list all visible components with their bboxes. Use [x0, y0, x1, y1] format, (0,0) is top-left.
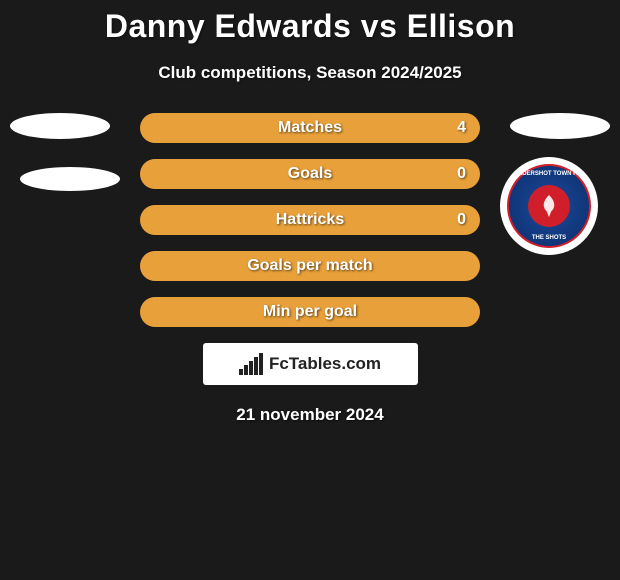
comparison-main: ALDERSHOT TOWN F.C. THE SHOTS Matches 4 Go…: [0, 113, 620, 425]
phoenix-icon: [528, 185, 570, 227]
stat-bar-label: Goals: [288, 165, 332, 183]
comparison-title: Danny Edwards vs Ellison: [0, 0, 620, 45]
club-badge-inner: ALDERSHOT TOWN F.C. THE SHOTS: [507, 164, 591, 248]
stat-bar-label: Matches: [278, 119, 342, 137]
stat-bar-value: 0: [457, 211, 466, 229]
stat-bar-value: 0: [457, 165, 466, 183]
club-badge-name-bottom: THE SHOTS: [509, 235, 589, 241]
comparison-date: 21 november 2024: [0, 405, 620, 425]
left-player-placeholder: [10, 113, 120, 191]
stat-bar: Goals per match: [140, 251, 480, 281]
bars-icon: [239, 353, 263, 375]
club-badge-name-top: ALDERSHOT TOWN F.C.: [509, 171, 589, 177]
stat-bar: Min per goal: [140, 297, 480, 327]
watermark: FcTables.com: [203, 343, 418, 385]
stat-bar-label: Min per goal: [263, 303, 357, 321]
stat-bar: Hattricks 0: [140, 205, 480, 235]
club-badge: ALDERSHOT TOWN F.C. THE SHOTS: [500, 157, 598, 255]
ellipse-icon: [10, 113, 110, 139]
stat-bar-value: 4: [457, 119, 466, 137]
ellipse-icon: [510, 113, 610, 139]
stat-bars: Matches 4 Goals 0 Hattricks 0 Goals per match M…: [140, 113, 480, 327]
ellipse-icon: [20, 167, 120, 191]
stat-bar-label: Goals per match: [247, 257, 372, 275]
stat-bar: Goals 0: [140, 159, 480, 189]
stat-bar-label: Hattricks: [276, 211, 344, 229]
stat-bar: Matches 4: [140, 113, 480, 143]
comparison-subtitle: Club competitions, Season 2024/2025: [0, 63, 620, 83]
watermark-text: FcTables.com: [269, 354, 381, 374]
right-player-placeholder: [510, 113, 610, 139]
